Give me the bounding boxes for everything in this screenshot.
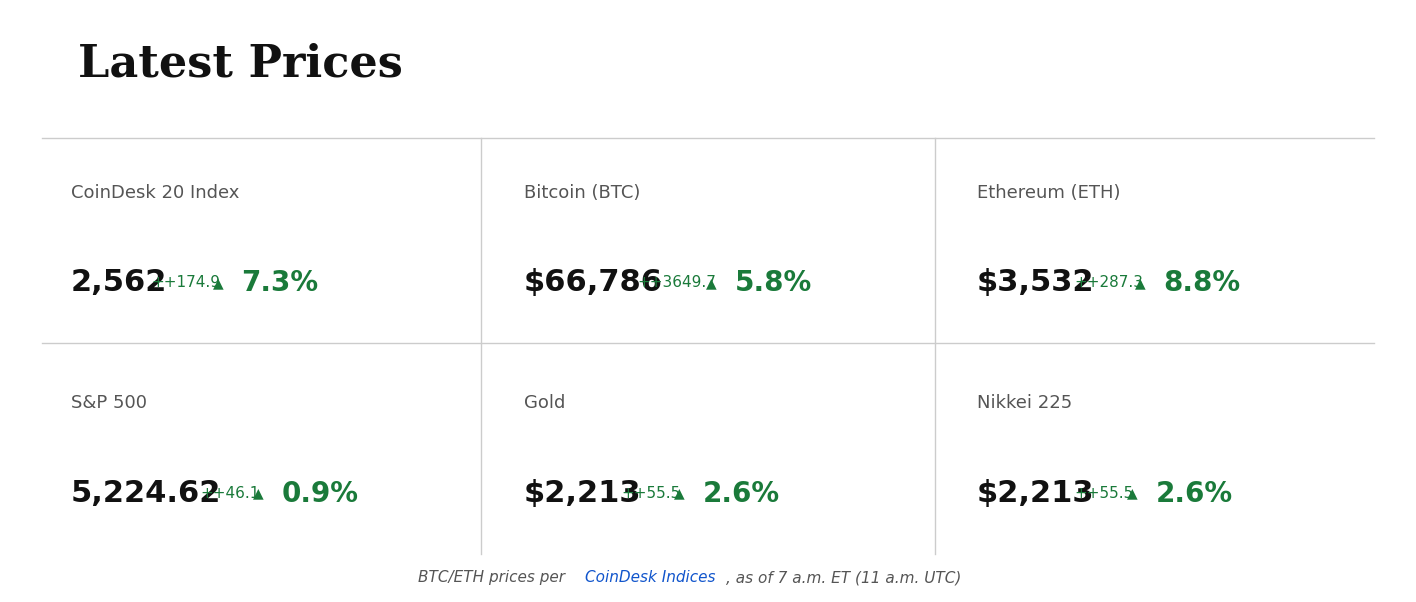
Text: Gold: Gold (524, 394, 565, 412)
Text: ++46.1: ++46.1 (201, 486, 259, 501)
Text: 5,224.62: 5,224.62 (71, 479, 221, 508)
Text: CoinDesk 20 Index: CoinDesk 20 Index (71, 184, 239, 202)
Text: 2.6%: 2.6% (702, 480, 779, 507)
Text: 2.6%: 2.6% (1155, 480, 1232, 507)
Text: ++287.3: ++287.3 (1075, 276, 1143, 290)
Text: 7.3%: 7.3% (241, 269, 319, 297)
Text: Ethereum (ETH): Ethereum (ETH) (977, 184, 1120, 202)
Text: , as of 7 a.m. ET (11 a.m. UTC): , as of 7 a.m. ET (11 a.m. UTC) (725, 571, 961, 585)
Text: ++3649.7: ++3649.7 (637, 276, 716, 290)
Text: Latest Prices: Latest Prices (78, 42, 402, 85)
Text: $2,213: $2,213 (977, 479, 1095, 508)
Text: ▲: ▲ (253, 486, 263, 501)
Text: 5.8%: 5.8% (735, 269, 811, 297)
Text: $3,532: $3,532 (977, 268, 1095, 297)
Text: $66,786: $66,786 (524, 268, 663, 297)
Text: ▲: ▲ (674, 486, 684, 501)
Text: CoinDesk Indices: CoinDesk Indices (585, 571, 715, 585)
Text: 0.9%: 0.9% (282, 480, 358, 507)
Text: ▲: ▲ (707, 276, 716, 290)
Text: 8.8%: 8.8% (1164, 269, 1240, 297)
Text: Nikkei 225: Nikkei 225 (977, 394, 1072, 412)
Text: ++174.9: ++174.9 (152, 276, 221, 290)
Text: S&P 500: S&P 500 (71, 394, 147, 412)
Text: 2,562: 2,562 (71, 268, 167, 297)
Text: ++55.5: ++55.5 (1075, 486, 1133, 501)
Text: BTC/ETH prices per: BTC/ETH prices per (418, 571, 571, 585)
Text: ▲: ▲ (212, 276, 224, 290)
Text: Bitcoin (BTC): Bitcoin (BTC) (524, 184, 640, 202)
Text: ▲: ▲ (1127, 486, 1137, 501)
Text: ++55.5: ++55.5 (622, 486, 680, 501)
Text: $2,213: $2,213 (524, 479, 641, 508)
Text: ▲: ▲ (1136, 276, 1146, 290)
